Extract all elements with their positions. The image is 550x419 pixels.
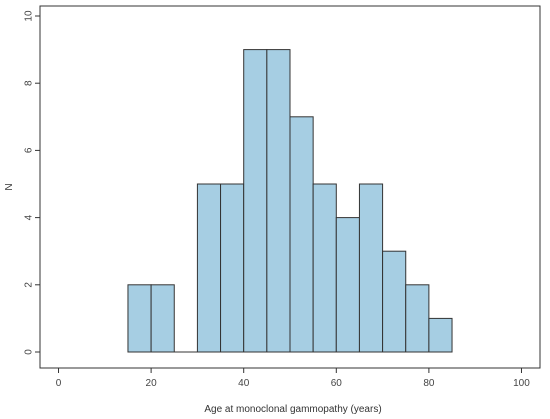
y-tick-label: 10 <box>24 10 35 22</box>
bars-group <box>127 49 453 353</box>
x-tick-label: 100 <box>513 378 530 389</box>
histogram-bar <box>312 183 337 353</box>
histogram-bar <box>289 116 314 353</box>
histogram-bar <box>243 49 268 353</box>
histogram-bar <box>266 49 291 353</box>
histogram-bar <box>382 250 407 353</box>
x-tick-label: 20 <box>146 378 158 389</box>
y-axis: 0 2 4 6 8 10 <box>24 10 40 355</box>
histogram-bar <box>335 217 360 353</box>
y-tick-label: 0 <box>24 349 35 355</box>
x-tick-label: 60 <box>331 378 343 389</box>
histogram-bar <box>196 183 222 353</box>
x-axis-title: Age at monoclonal gammopathy (years) <box>204 404 381 415</box>
y-axis-title: N <box>4 183 15 190</box>
x-axis: 0 20 40 60 80 100 <box>56 368 530 389</box>
histogram-bar <box>127 284 152 353</box>
histogram-bar <box>405 284 430 353</box>
x-tick-label: 40 <box>238 378 250 389</box>
y-tick-label: 8 <box>24 80 35 86</box>
histogram-bar <box>428 317 453 353</box>
y-tick-label: 6 <box>24 147 35 153</box>
histogram-bar <box>150 284 175 353</box>
x-tick-label: 0 <box>56 378 62 389</box>
x-tick-label: 80 <box>423 378 435 389</box>
plot-frame <box>39 5 541 369</box>
histogram-bar <box>358 183 384 353</box>
histogram-bar <box>220 183 245 353</box>
y-tick-label: 2 <box>24 282 35 288</box>
y-tick-label: 4 <box>24 214 35 220</box>
